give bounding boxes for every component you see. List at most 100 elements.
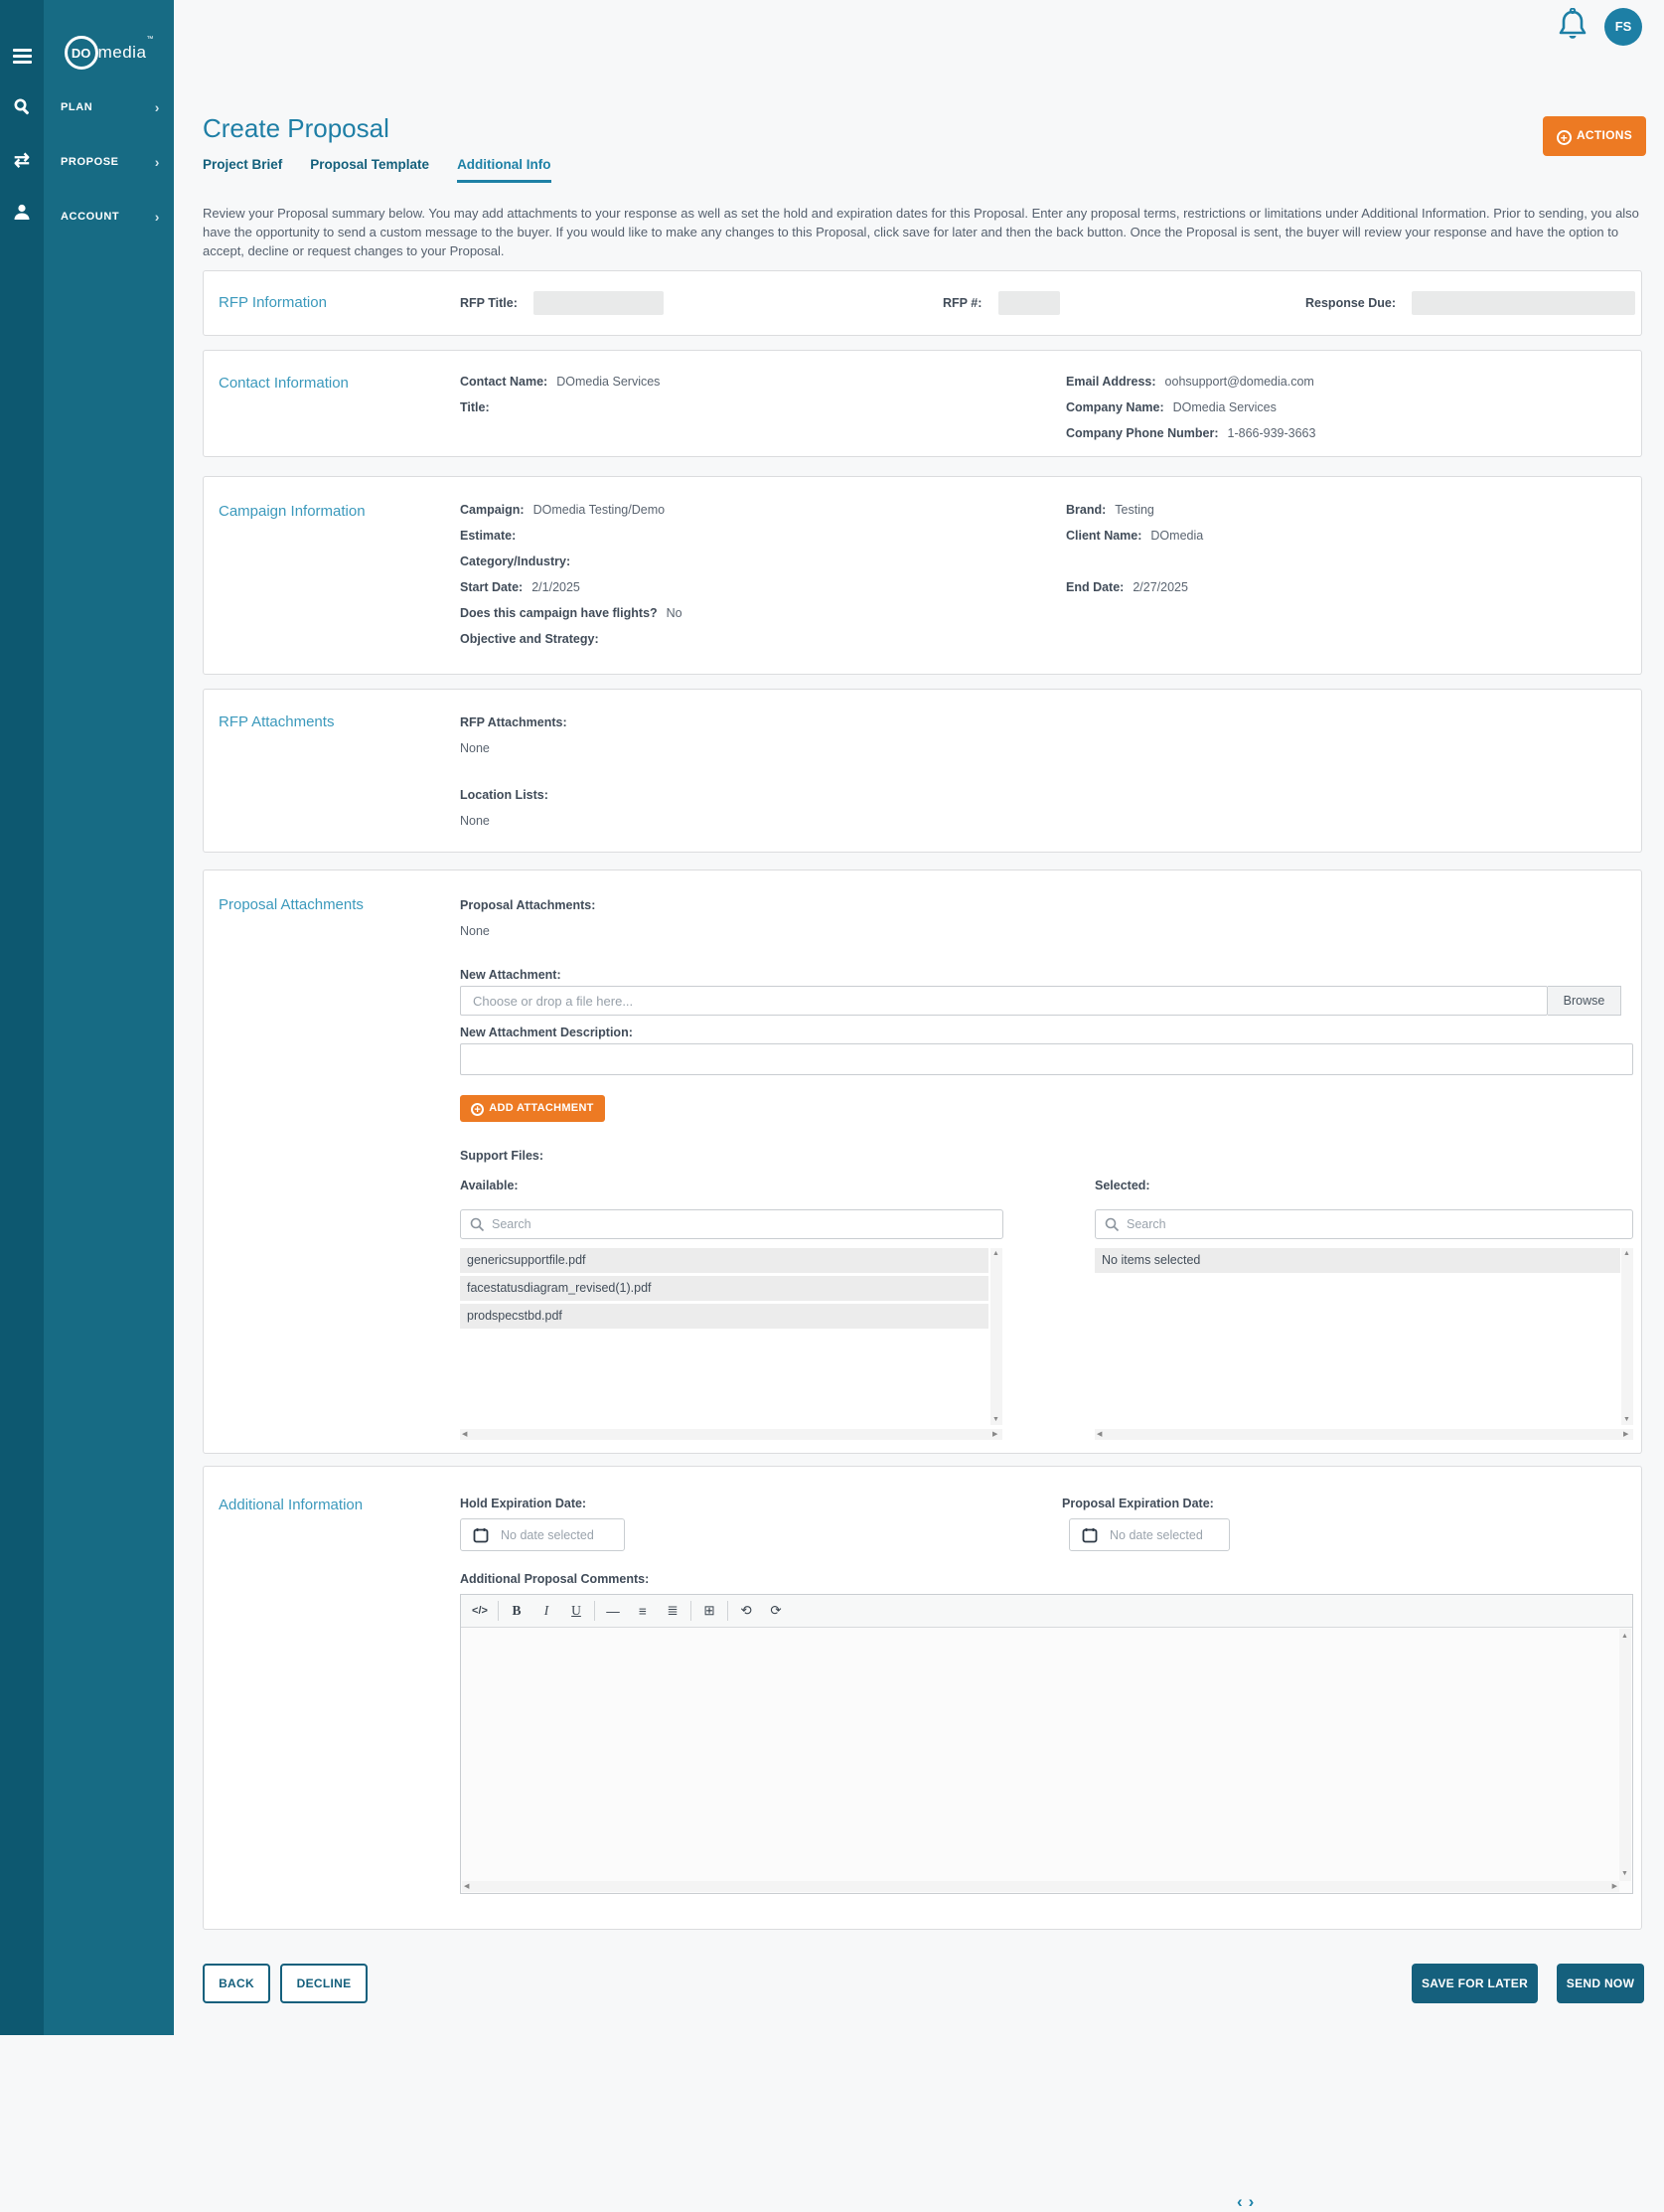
redo-icon[interactable]: ⟳ [770, 1603, 782, 1618]
file-list-item[interactable]: prodspecstbd.pdf [460, 1304, 988, 1329]
available-label: Available: [460, 1179, 519, 1192]
scroll-up-icon[interactable]: ▲ [1623, 1250, 1630, 1257]
sidebar-item-account[interactable]: ACCOUNT › [44, 204, 174, 230]
rfp-attachments-value: None [460, 741, 490, 755]
hold-expiration-date-picker[interactable]: No date selected [460, 1518, 625, 1551]
contact-title-row: Title: [460, 400, 490, 414]
scroll-up-icon[interactable]: ▲ [992, 1250, 999, 1257]
chevron-right-icon: › [154, 154, 160, 170]
back-button[interactable]: BACK [203, 1964, 270, 2003]
underline-icon[interactable]: U [571, 1603, 581, 1618]
rfp-title-label: RFP Title: [460, 296, 518, 311]
available-horizontal-scrollbar[interactable]: ◀ ▶ [460, 1429, 1002, 1440]
rfp-information-card: RFP Information RFP Title: RFP #: Respon… [203, 270, 1642, 336]
calendar-icon [1082, 1527, 1098, 1542]
scroll-right-icon[interactable]: ▶ [1623, 1431, 1629, 1438]
scroll-left-icon[interactable]: ◀ [464, 1883, 470, 1890]
hamburger-menu-icon[interactable] [0, 46, 44, 67]
actions-button[interactable]: + ACTIONS [1543, 116, 1646, 156]
end-date-row: End Date: 2/27/2025 [1066, 580, 1188, 594]
account-person-icon[interactable] [0, 202, 44, 227]
tab-additional-info[interactable]: Additional Info [457, 157, 551, 183]
move-left-icon[interactable]: ‹ [1237, 2192, 1249, 2211]
page-title: Create Proposal [203, 113, 389, 143]
domedia-logo[interactable]: DO media™ [44, 36, 174, 70]
selected-horizontal-scrollbar[interactable]: ◀ ▶ [1095, 1429, 1633, 1440]
editor-vertical-scrollbar[interactable]: ▲ ▼ [1619, 1629, 1631, 1881]
section-title: Contact Information [219, 375, 349, 392]
notification-bell-icon[interactable] [1556, 7, 1589, 51]
propose-swap-arrows-icon[interactable]: ⇄ [14, 150, 30, 171]
rfp-attachments-label: RFP Attachments: [460, 715, 567, 729]
bullet-list-icon[interactable]: ≡ [639, 1603, 647, 1619]
proposal-attachments-label: Proposal Attachments: [460, 898, 596, 912]
scroll-down-icon[interactable]: ▼ [992, 1416, 999, 1423]
search-icon[interactable] [0, 95, 44, 122]
user-avatar[interactable]: FS [1604, 8, 1642, 46]
sidebar-item-propose[interactable]: PROPOSE › [44, 149, 174, 175]
code-view-icon[interactable]: </> [472, 1605, 488, 1617]
scroll-down-icon[interactable]: ▼ [1621, 1870, 1628, 1877]
add-attachment-button[interactable]: + ADD ATTACHMENT [460, 1095, 605, 1122]
selected-vertical-scrollbar[interactable]: ▲ ▼ [1621, 1248, 1633, 1425]
selected-search-input[interactable] [1127, 1217, 1632, 1231]
scroll-left-icon[interactable]: ◀ [1097, 1431, 1103, 1438]
section-title: Additional Information [219, 1497, 364, 1513]
additional-comments-label: Additional Proposal Comments: [460, 1572, 650, 1586]
file-list-item[interactable]: facestatusdiagram_revised(1).pdf [460, 1276, 988, 1301]
no-items-selected: No items selected [1095, 1248, 1620, 1273]
numbered-list-icon[interactable]: ≣ [667, 1603, 679, 1618]
scroll-left-icon[interactable]: ◀ [462, 1431, 468, 1438]
undo-icon[interactable]: ⟲ [740, 1603, 752, 1618]
chevron-right-icon: › [154, 209, 160, 225]
available-vertical-scrollbar[interactable]: ▲ ▼ [990, 1248, 1002, 1425]
scroll-right-icon[interactable]: ▶ [992, 1431, 998, 1438]
sidebar-menu: DO media™ PLAN › PROPOSE › ACCOUNT › [44, 0, 174, 2035]
proposal-expiration-date-picker[interactable]: No date selected [1069, 1518, 1230, 1551]
decline-button[interactable]: DECLINE [280, 1964, 368, 2003]
hold-expiration-label: Hold Expiration Date: [460, 1497, 587, 1510]
editor-toolbar: </> B I U — ≡ ≣ ⊞ ⟲ ⟳ [461, 1595, 1632, 1628]
file-list-item[interactable]: genericsupportfile.pdf [460, 1248, 988, 1273]
proposal-expiration-label: Proposal Expiration Date: [1062, 1497, 1214, 1510]
scroll-down-icon[interactable]: ▼ [1623, 1416, 1630, 1423]
browse-button[interactable]: Browse [1548, 986, 1621, 1016]
additional-information-card: Additional Information Hold Expiration D… [203, 1466, 1642, 1930]
horizontal-rule-icon[interactable]: — [606, 1603, 620, 1619]
email-row: Email Address: oohsupport@domedia.com [1066, 375, 1314, 389]
scroll-right-icon[interactable]: ▶ [1611, 1883, 1617, 1890]
new-attachment-description-input[interactable] [460, 1043, 1633, 1075]
new-attachment-file-input[interactable] [460, 986, 1548, 1016]
proposal-attachments-card: Proposal Attachments Proposal Attachment… [203, 869, 1642, 2211]
save-for-later-button[interactable]: SAVE FOR LATER [1412, 1964, 1538, 2003]
scroll-up-icon[interactable]: ▲ [1621, 1633, 1628, 1640]
bold-icon[interactable]: B [512, 1603, 522, 1618]
category-row: Category/Industry: [460, 554, 571, 568]
brand-row: Brand: Testing [1066, 503, 1154, 517]
available-search-input[interactable] [492, 1217, 1002, 1231]
italic-icon[interactable]: I [543, 1603, 549, 1618]
sidebar-item-plan[interactable]: PLAN › [44, 94, 174, 120]
proposal-tabs: Project Brief Proposal Template Addition… [203, 157, 551, 183]
list-transfer-arrows: ‹› [1237, 2192, 1260, 2212]
redacted-rfp-title [533, 291, 665, 315]
intro-paragraph: Review your Proposal summary below. You … [203, 206, 1639, 258]
new-attachment-label: New Attachment: [460, 968, 561, 982]
section-title: Proposal Attachments [219, 896, 364, 913]
company-phone-row: Company Phone Number: 1-866-939-3663 [1066, 426, 1316, 440]
section-title: RFP Information [219, 294, 327, 311]
selected-label: Selected: [1095, 1179, 1150, 1192]
tab-project-brief[interactable]: Project Brief [203, 157, 283, 172]
selected-file-list: No items selected [1095, 1248, 1620, 1276]
insert-table-icon[interactable]: ⊞ [703, 1603, 715, 1618]
comments-rich-text-editor[interactable]: </> B I U — ≡ ≣ ⊞ ⟲ ⟳ ▲ ▼ ◀ ▶ [460, 1594, 1633, 1894]
response-due-label: Response Due: [1305, 296, 1396, 311]
section-title: RFP Attachments [219, 713, 335, 730]
company-name-row: Company Name: DOmedia Services [1066, 400, 1277, 414]
move-right-icon[interactable]: › [1248, 2192, 1261, 2211]
plus-icon: + [471, 1102, 485, 1116]
send-now-button[interactable]: SEND NOW [1557, 1964, 1644, 2003]
editor-horizontal-scrollbar[interactable]: ◀ ▶ [462, 1881, 1619, 1892]
tab-proposal-template[interactable]: Proposal Template [310, 157, 430, 172]
selected-search [1095, 1209, 1633, 1239]
